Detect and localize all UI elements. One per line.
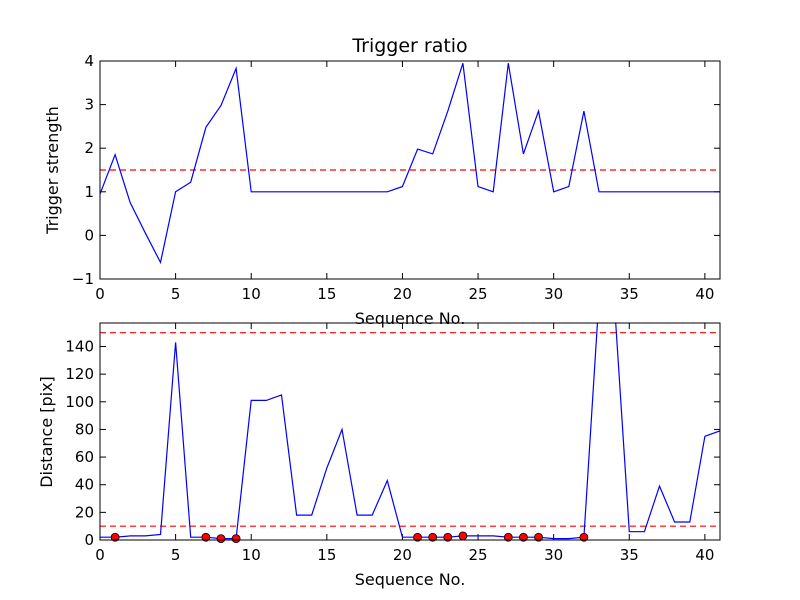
- distance-panel: Sequence No. Distance [pix] 0 5 10 15 20 25 30…: [37, 322, 721, 589]
- data-point: [216, 534, 226, 544]
- data-point: [519, 532, 528, 542]
- y-tick-label: 40: [75, 476, 94, 494]
- x-tick-label: 5: [171, 285, 181, 303]
- x-tick-label: 25: [469, 285, 488, 303]
- x-tick-label: 30: [544, 546, 563, 564]
- y-tick-label: 0: [84, 531, 94, 549]
- y-tick-label: 80: [75, 420, 94, 438]
- data-point: [534, 532, 543, 542]
- y-axis-label: Trigger strength: [43, 106, 62, 235]
- plot-area: 0 5 10 15 20 25 30 35 40 0 20 40 60 80 100 120 140: [65, 322, 721, 564]
- series-line: [100, 63, 720, 265]
- x-axis-label: Sequence No.: [355, 309, 466, 328]
- data-point: [428, 532, 438, 542]
- x-tick-label: 35: [620, 285, 639, 303]
- x-tick-label: 0: [95, 546, 105, 564]
- trigger-ratio-panel: Trigger ratio Sequence No. Trigger stren…: [43, 35, 721, 328]
- y-tick-label: 20: [75, 503, 94, 521]
- data-point: [110, 532, 120, 542]
- y-tick-label: 2: [84, 139, 94, 157]
- y-tick-label: 140: [65, 337, 94, 355]
- data-point: [231, 534, 241, 544]
- x-tick-label: 40: [695, 546, 714, 564]
- data-point: [201, 532, 211, 542]
- x-tick-label: 20: [393, 546, 412, 564]
- x-tick-label: 5: [171, 546, 181, 564]
- data-point: [579, 532, 589, 542]
- data-point: [458, 531, 468, 541]
- data-point: [443, 532, 453, 542]
- x-tick-label: 30: [544, 285, 563, 303]
- y-axis-label: Distance [pix]: [37, 376, 56, 488]
- y-tick-label: 1: [84, 183, 94, 201]
- x-axis-label: Sequence No.: [355, 570, 466, 589]
- x-tick-label: 10: [242, 285, 261, 303]
- axes-frame: [99, 60, 721, 280]
- axes-frame: [99, 322, 721, 541]
- x-tick-label: 15: [317, 285, 336, 303]
- chart-title: Trigger ratio: [351, 35, 467, 57]
- x-tick-label: 15: [317, 546, 336, 564]
- data-point: [413, 532, 422, 542]
- data-point: [503, 532, 513, 542]
- x-tick-label: 10: [242, 546, 261, 564]
- x-tick-label: 40: [695, 285, 714, 303]
- y-tick-label: 60: [75, 448, 94, 466]
- y-tick-label: 3: [84, 96, 94, 114]
- y-tick-label: 100: [65, 393, 94, 411]
- y-tick-label: 4: [84, 52, 94, 70]
- y-tick-label: 120: [65, 365, 94, 383]
- x-tick-label: 35: [620, 546, 639, 564]
- x-tick-label: 0: [95, 285, 105, 303]
- x-tick-label: 20: [393, 285, 412, 303]
- y-tick-label: −1: [72, 270, 94, 288]
- y-tick-label: 0: [84, 226, 94, 244]
- x-tick-label: 25: [469, 546, 488, 564]
